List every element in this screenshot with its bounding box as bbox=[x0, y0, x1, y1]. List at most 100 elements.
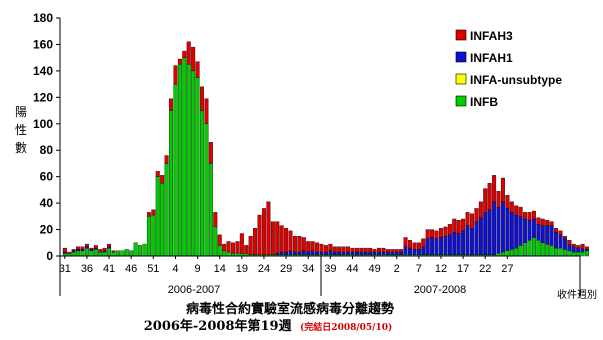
bar-infb-34 bbox=[213, 226, 218, 257]
bar-infah3-69 bbox=[368, 247, 373, 253]
bar-infah3-3 bbox=[76, 246, 81, 250]
bar-infah1-97 bbox=[492, 201, 497, 255]
bar-infah1-10 bbox=[107, 246, 112, 249]
bar-infah1-109 bbox=[545, 225, 550, 245]
bar-infah1-92 bbox=[469, 228, 474, 255]
bar-infb-31 bbox=[200, 110, 204, 257]
bar-infb-107 bbox=[536, 239, 541, 257]
bar-infah1-112 bbox=[558, 234, 563, 249]
bar-infah3-2 bbox=[71, 249, 76, 251]
bar-infah1-115 bbox=[571, 246, 576, 253]
bar-infb-9 bbox=[102, 251, 107, 257]
bar-infah1-57 bbox=[315, 251, 320, 255]
bar-infah3-22 bbox=[160, 175, 165, 184]
bar-infah1-104 bbox=[523, 218, 528, 243]
bar-infah3-9 bbox=[102, 247, 107, 251]
bar-infb-12 bbox=[115, 250, 120, 257]
bar-infb-6 bbox=[89, 250, 94, 257]
legend-label-infa-unsubtype: INFA-unsubtype bbox=[470, 73, 562, 87]
bar-infah3-88 bbox=[452, 218, 457, 233]
bar-infb-16 bbox=[133, 242, 138, 257]
legend: INFAH3 INFAH1 INFA-unsubtype INFB bbox=[455, 29, 562, 109]
bar-infah3-91 bbox=[465, 212, 470, 226]
legend-label-infah1: INFAH1 bbox=[470, 51, 513, 65]
bar-infb-33 bbox=[208, 163, 213, 257]
bar-infah1-6 bbox=[89, 249, 94, 251]
bar-infb-24 bbox=[169, 110, 174, 257]
bar-infah3-82 bbox=[425, 229, 430, 239]
y-tick-label-20: 20 bbox=[40, 223, 54, 237]
bar-infah1-67 bbox=[359, 251, 364, 255]
bar-infah3-44 bbox=[257, 214, 262, 255]
bar-infb-7 bbox=[93, 249, 98, 257]
bar-infah1-60 bbox=[328, 250, 333, 255]
bar-infah1-59 bbox=[323, 251, 328, 255]
bar-infah3-25 bbox=[173, 65, 178, 85]
bar-infah3-59 bbox=[323, 245, 328, 253]
bar-infah3-94 bbox=[478, 201, 483, 218]
bar-infah3-51 bbox=[288, 230, 293, 251]
bar-infah1-58 bbox=[319, 251, 324, 255]
bar-infah1-86 bbox=[443, 235, 448, 255]
x-tick-label-2: 41 bbox=[103, 263, 115, 275]
bar-infb-3 bbox=[76, 250, 81, 257]
bar-infah3-80 bbox=[416, 242, 421, 250]
bar-infah3-75 bbox=[394, 249, 399, 253]
legend-label-infah3: INFAH3 bbox=[470, 29, 513, 43]
bar-infah1-88 bbox=[452, 232, 457, 255]
bar-infah1-108 bbox=[540, 225, 545, 243]
x-tick-label-9: 24 bbox=[258, 263, 270, 275]
bar-infah3-29 bbox=[191, 46, 196, 72]
bar-infah1-71 bbox=[377, 251, 382, 255]
bar-infb-22 bbox=[160, 183, 165, 257]
bar-infah1-69 bbox=[368, 251, 373, 255]
bar-infah1-118 bbox=[585, 249, 590, 251]
bar-infah3-32 bbox=[204, 98, 209, 124]
y-axis-label-char-3: 數 bbox=[15, 141, 27, 155]
bar-infah1-101 bbox=[509, 212, 514, 250]
bar-infb-109 bbox=[545, 243, 550, 257]
bar-infah3-27 bbox=[182, 50, 187, 58]
bar-infah3-37 bbox=[226, 241, 231, 253]
bar-infah3-115 bbox=[571, 243, 576, 247]
bar-infah1-82 bbox=[425, 238, 430, 255]
bar-infah1-93 bbox=[474, 221, 479, 255]
bar-infb-8 bbox=[98, 251, 103, 257]
bar-infah3-21 bbox=[155, 171, 160, 177]
bar-infah3-99 bbox=[500, 177, 505, 202]
legend-swatch-infa-unsubtype bbox=[455, 73, 467, 85]
bar-infah1-64 bbox=[346, 251, 351, 255]
bar-infb-36 bbox=[222, 250, 227, 257]
bar-infah3-72 bbox=[381, 247, 386, 253]
bar-infah3-68 bbox=[363, 247, 368, 253]
bar-infb-25 bbox=[173, 83, 178, 257]
bar-infah1-114 bbox=[567, 243, 572, 251]
bar-infah1-85 bbox=[438, 237, 443, 255]
bar-infah3-70 bbox=[372, 249, 377, 253]
bar-infah3-118 bbox=[585, 246, 590, 250]
y-tick-label-80: 80 bbox=[40, 143, 54, 157]
bar-infah1-48 bbox=[275, 253, 280, 255]
bar-infb-29 bbox=[191, 70, 196, 257]
bar-infah1-62 bbox=[337, 251, 342, 255]
bar-infb-4 bbox=[80, 250, 85, 257]
bar-infah3-45 bbox=[261, 208, 266, 255]
bar-infah3-103 bbox=[518, 206, 523, 217]
y-axis-label-char-1: 陽 bbox=[15, 105, 27, 119]
x-tick-label-3: 46 bbox=[125, 263, 137, 275]
bar-infah1-98 bbox=[496, 206, 501, 254]
bar-infah3-86 bbox=[443, 226, 448, 237]
bar-infah3-49 bbox=[279, 225, 284, 253]
bar-infah1-2 bbox=[71, 250, 76, 253]
bar-infah3-60 bbox=[328, 243, 333, 251]
bar-infah3-111 bbox=[554, 228, 559, 233]
bar-infah1-3 bbox=[76, 249, 81, 251]
bar-infah3-33 bbox=[208, 142, 213, 164]
bar-infah1-53 bbox=[297, 251, 302, 255]
y-tick-label-0: 0 bbox=[46, 249, 53, 263]
chart-subtitle-note: (完結日2008/05/10) bbox=[300, 321, 392, 333]
bar-infah3-114 bbox=[567, 239, 572, 245]
bar-infb-114 bbox=[567, 250, 572, 257]
bar-infb-108 bbox=[540, 242, 545, 257]
